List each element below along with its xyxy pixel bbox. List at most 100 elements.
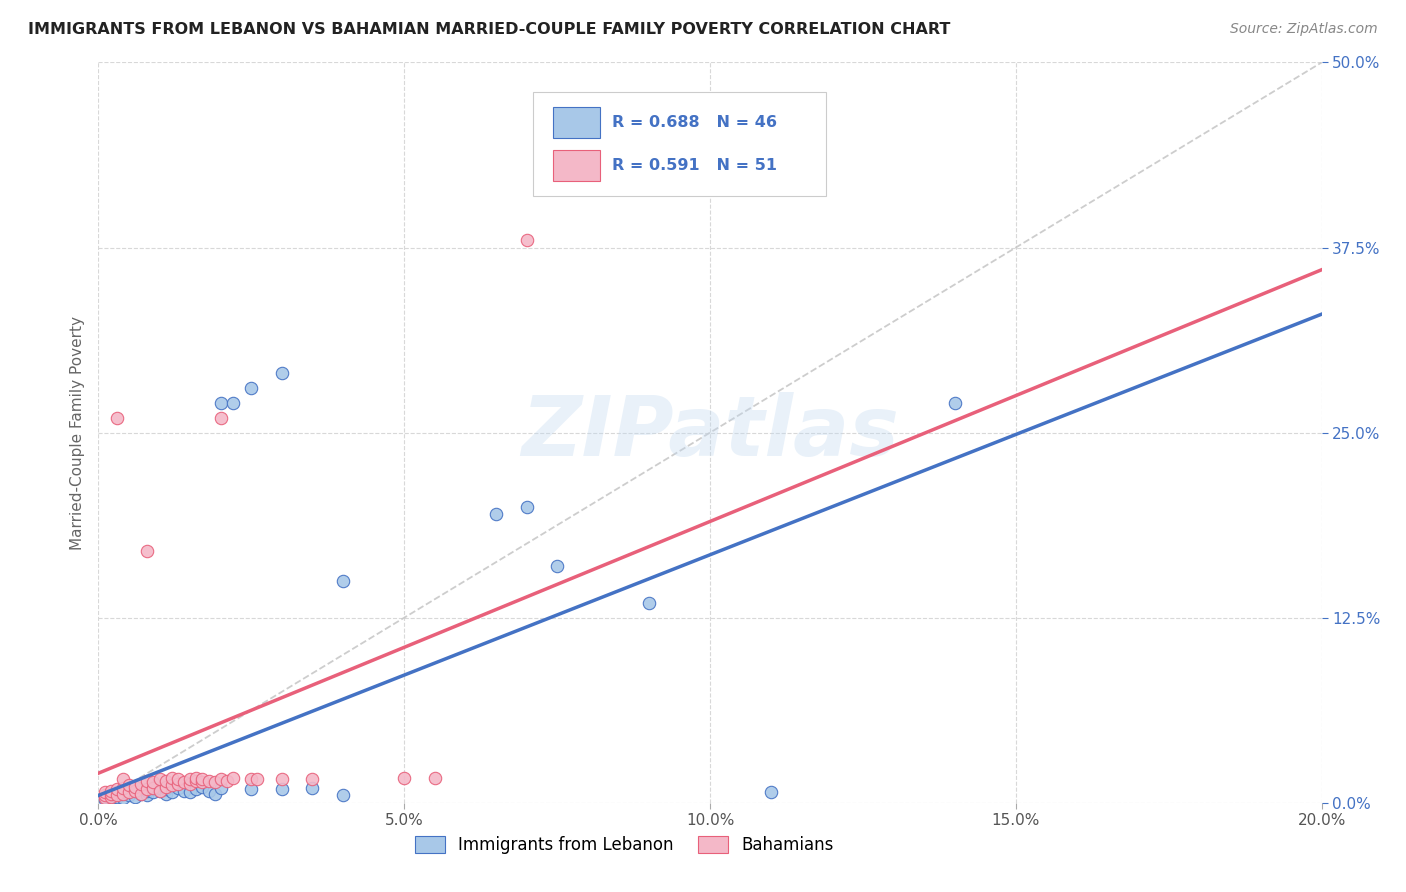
Point [136, 782, 159, 797]
Point [136, 544, 159, 558]
Point [93, 789, 115, 804]
Point [191, 775, 214, 789]
Point [270, 367, 292, 381]
Point [186, 782, 208, 797]
Point [332, 574, 354, 588]
Point [209, 410, 232, 425]
Point [240, 381, 263, 395]
Point [136, 789, 159, 803]
Point [160, 785, 183, 799]
Point [155, 782, 177, 797]
Point [100, 784, 122, 798]
Point [197, 784, 219, 798]
Point [118, 784, 141, 798]
Point [142, 780, 165, 795]
Point [118, 778, 141, 792]
Point [209, 780, 232, 795]
Point [197, 773, 219, 788]
Point [186, 771, 208, 785]
Point [270, 772, 292, 786]
Point [129, 787, 152, 801]
Point [222, 771, 245, 785]
Point [943, 396, 966, 410]
Point [204, 775, 226, 789]
Point [332, 789, 354, 803]
Point [222, 396, 245, 410]
Point [111, 780, 134, 795]
Point [149, 784, 172, 798]
Point [546, 558, 568, 573]
Point [118, 785, 141, 799]
Point [100, 789, 122, 803]
Point [142, 775, 165, 789]
Point [100, 787, 122, 801]
FancyBboxPatch shape [533, 92, 827, 195]
Point [240, 772, 263, 786]
Point [124, 789, 146, 804]
Point [136, 773, 159, 788]
Point [516, 500, 538, 514]
Point [637, 596, 661, 610]
Point [173, 775, 195, 789]
Text: IMMIGRANTS FROM LEBANON VS BAHAMIAN MARRIED-COUPLE FAMILY POVERTY CORRELATION CH: IMMIGRANTS FROM LEBANON VS BAHAMIAN MARR… [28, 22, 950, 37]
Point [111, 791, 134, 805]
Point [270, 782, 292, 797]
Point [93, 785, 115, 799]
Point [149, 784, 172, 798]
Point [191, 780, 214, 794]
Point [204, 787, 226, 801]
Point [179, 785, 201, 799]
Point [167, 780, 190, 795]
Point [179, 772, 201, 786]
Point [111, 785, 134, 799]
Y-axis label: Married-Couple Family Poverty: Married-Couple Family Poverty [69, 316, 84, 549]
Point [167, 772, 190, 786]
Point [167, 776, 190, 790]
Point [301, 780, 323, 795]
Text: Source: ZipAtlas.com: Source: ZipAtlas.com [1230, 22, 1378, 37]
Point [160, 771, 183, 785]
Point [100, 789, 122, 804]
Point [124, 784, 146, 798]
Point [173, 784, 195, 798]
Legend: Immigrants from Lebanon, Bahamians: Immigrants from Lebanon, Bahamians [408, 830, 841, 861]
Point [105, 789, 128, 804]
Point [301, 772, 323, 786]
Point [246, 772, 269, 786]
Point [155, 780, 177, 794]
Point [124, 782, 146, 797]
Point [129, 780, 152, 795]
Point [191, 772, 214, 786]
Point [93, 789, 115, 803]
Point [105, 787, 128, 801]
Point [118, 789, 141, 803]
Point [209, 396, 232, 410]
Point [240, 782, 263, 797]
Point [142, 785, 165, 799]
Point [93, 793, 115, 807]
Point [179, 776, 201, 790]
Point [516, 233, 538, 247]
Point [93, 791, 115, 805]
Point [485, 507, 508, 521]
Point [136, 784, 159, 798]
Point [100, 791, 122, 805]
Point [160, 778, 183, 792]
Point [105, 782, 128, 797]
Point [111, 787, 134, 801]
Point [105, 789, 128, 803]
Point [209, 772, 232, 786]
Point [124, 780, 146, 794]
Point [129, 776, 152, 790]
Point [423, 771, 446, 785]
Point [155, 773, 177, 788]
Point [142, 780, 165, 794]
FancyBboxPatch shape [554, 107, 600, 138]
Point [392, 771, 416, 785]
Point [111, 772, 134, 786]
Point [149, 772, 172, 786]
FancyBboxPatch shape [554, 150, 600, 180]
Text: R = 0.591   N = 51: R = 0.591 N = 51 [612, 158, 778, 172]
Point [105, 410, 128, 425]
Text: ZIPatlas: ZIPatlas [522, 392, 898, 473]
